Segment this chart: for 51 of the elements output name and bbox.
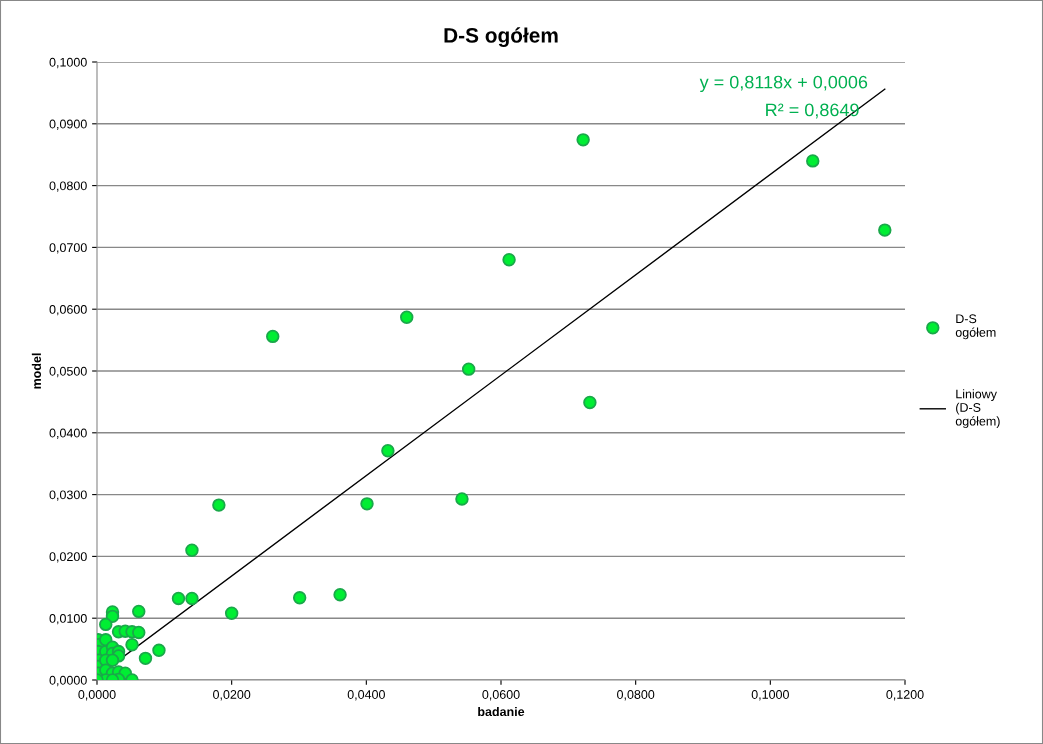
point (266, 329, 280, 344)
x-tick-label: 0,1200 (886, 690, 924, 701)
y-tick-label: 0,0200 (49, 552, 87, 563)
point (400, 310, 414, 324)
y-tick-label: 0,0800 (49, 181, 87, 192)
x-tick-label: 0,0000 (78, 690, 116, 701)
y-tick-label: 0,0300 (49, 490, 87, 501)
y-axis-title: model (31, 353, 42, 389)
x-tick-label: 0,0800 (617, 690, 655, 701)
legend-label: D-S ogółem (955, 314, 996, 340)
x-axis-title: badanie (478, 706, 525, 717)
y-tick-label: 0,1000 (49, 57, 87, 69)
point (502, 253, 516, 267)
y-tick-label: 0,0700 (49, 243, 87, 254)
point (224, 606, 239, 620)
y-tick-label: 0,0000 (49, 675, 87, 687)
point (138, 651, 153, 666)
point (212, 498, 226, 512)
point (185, 591, 199, 606)
point (125, 638, 139, 652)
point (583, 395, 597, 410)
point (105, 653, 120, 667)
point (455, 492, 469, 506)
point (333, 588, 347, 602)
point (105, 609, 120, 624)
point (185, 543, 199, 557)
legend-label: Liniowy (D-S ogółem) (955, 389, 1000, 429)
x-tick-label: 0,0400 (347, 690, 385, 701)
point (132, 625, 146, 640)
point (806, 154, 820, 168)
point (576, 133, 590, 147)
y-tick-label: 0,0600 (49, 305, 87, 316)
y-tick-label: 0,0500 (49, 366, 87, 378)
point (381, 444, 395, 458)
annotation: y = 0,8118x + 0,0006 (699, 75, 868, 93)
point (99, 617, 113, 632)
x-tick-label: 0,0600 (482, 690, 520, 701)
point (360, 497, 374, 511)
point (461, 362, 476, 376)
y-tick-label: 0,0900 (49, 119, 87, 130)
y-tick-label: 0,0400 (49, 428, 87, 439)
x-tick-label: 0,1000 (751, 690, 789, 701)
point (152, 643, 166, 658)
x-tick-label: 0,0200 (213, 690, 251, 701)
point (292, 591, 307, 605)
chart-title: D-S ogółem (444, 27, 558, 47)
point (878, 223, 892, 237)
annotation: R² = 0,8649 (766, 103, 859, 119)
y-tick-label: 0,0100 (49, 614, 87, 625)
point (132, 604, 146, 619)
point (171, 591, 186, 606)
